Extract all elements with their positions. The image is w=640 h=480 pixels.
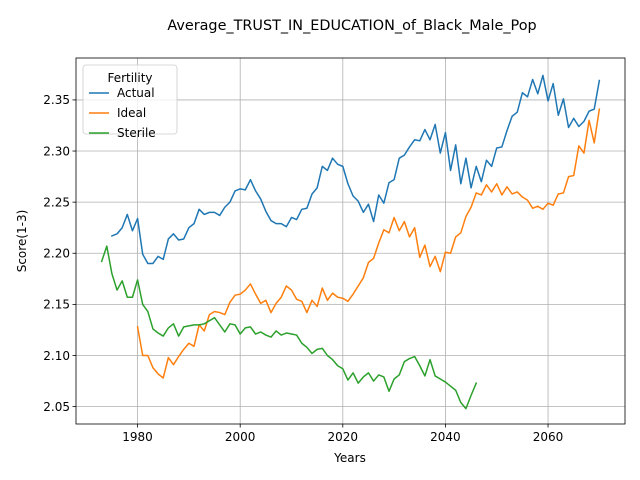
x-tick-label: 1980 <box>122 430 153 444</box>
y-axis-label: Score(1-3) <box>15 210 29 273</box>
legend-entries: Actual Ideal Sterile <box>89 86 156 140</box>
y-tick-label: 2.05 <box>43 400 70 414</box>
y-tick-label: 2.25 <box>43 195 70 209</box>
x-tick-label: 2020 <box>328 430 359 444</box>
legend-label-sterile: Sterile <box>117 126 156 140</box>
plot-frame <box>75 57 626 425</box>
series-line-ideal <box>136 108 601 379</box>
chart-title: Average_TRUST_IN_EDUCATION_of_Black_Male… <box>167 18 536 34</box>
y-tick-label: 2.10 <box>43 349 70 363</box>
legend-label-ideal: Ideal <box>117 106 146 120</box>
legend-label-actual: Actual <box>117 86 155 100</box>
grid <box>76 58 625 424</box>
y-tick-label: 2.15 <box>43 298 70 312</box>
series-line-actual <box>110 74 601 265</box>
y-tick-label: 2.20 <box>43 247 70 261</box>
x-tick-label: 2060 <box>533 430 564 444</box>
series-line-sterile <box>100 245 478 410</box>
y-tick-label: 2.35 <box>43 93 70 107</box>
legend: Fertility Actual Ideal Sterile <box>82 64 178 140</box>
legend-box <box>82 64 178 135</box>
y-tick-label: 2.30 <box>43 144 70 158</box>
axis-ticks: 1980 2000 2020 2040 2060 2.05 2.10 2.15 2.20 2.25… <box>43 93 563 444</box>
x-tick-label: 2040 <box>430 430 461 444</box>
x-tick-label: 2000 <box>225 430 256 444</box>
x-axis-label: Years <box>333 451 366 465</box>
legend-title: Fertility <box>107 71 152 85</box>
series-lines <box>100 74 601 410</box>
